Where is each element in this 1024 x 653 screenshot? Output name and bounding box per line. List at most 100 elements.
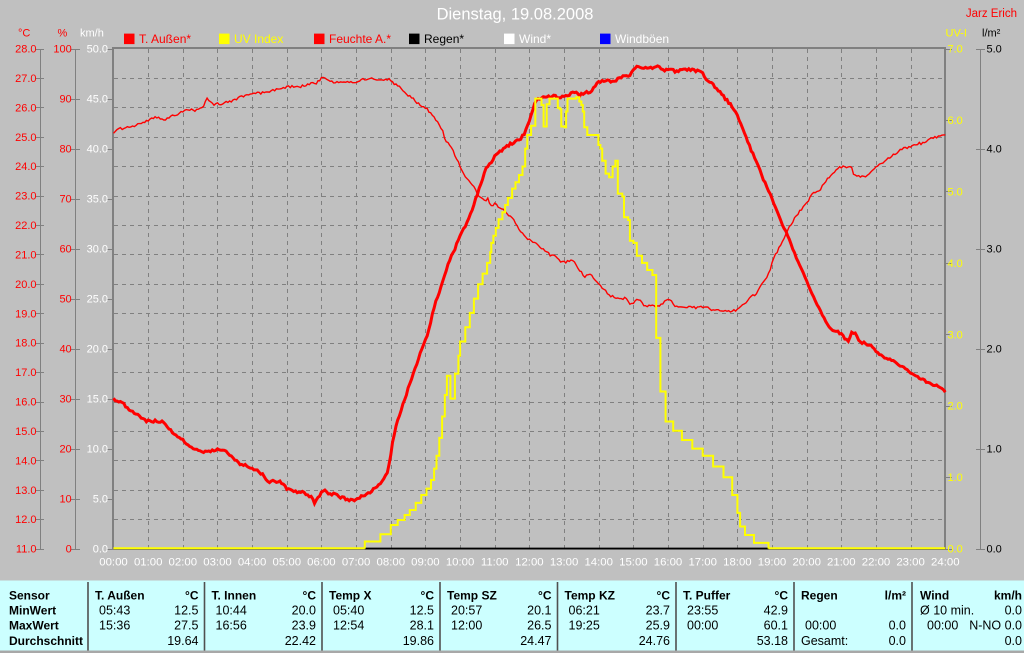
svg-text:04:00: 04:00: [238, 557, 267, 569]
svg-text:21.0: 21.0: [15, 250, 36, 262]
svg-text:03:00: 03:00: [203, 557, 232, 569]
svg-text:16:56: 16:56: [216, 619, 247, 633]
svg-text:70: 70: [59, 194, 71, 206]
svg-text:0.0: 0.0: [889, 634, 906, 648]
svg-text:12:54: 12:54: [333, 619, 364, 633]
svg-text:km/h: km/h: [80, 28, 104, 40]
svg-text:22:00: 22:00: [862, 557, 891, 569]
svg-text:UV-I: UV-I: [946, 28, 967, 40]
svg-text:10:44: 10:44: [216, 604, 247, 618]
svg-text:30: 30: [59, 394, 71, 406]
svg-text:19.86: 19.86: [403, 634, 434, 648]
svg-text:km/h: km/h: [994, 588, 1022, 602]
svg-text:°C: °C: [18, 28, 30, 40]
svg-text:10:00: 10:00: [446, 557, 475, 569]
svg-text:Wind: Wind: [920, 588, 949, 602]
svg-text:Gesamt:: Gesamt:: [801, 634, 848, 648]
svg-text:Temp SZ: Temp SZ: [447, 588, 497, 602]
svg-text:0.0: 0.0: [889, 619, 906, 633]
svg-text:3.0: 3.0: [987, 244, 1002, 256]
svg-text:l/m²: l/m²: [982, 28, 1001, 40]
svg-text:22.0: 22.0: [15, 220, 36, 232]
svg-text:°C: °C: [185, 588, 199, 602]
svg-text:12.5: 12.5: [410, 604, 434, 618]
svg-text:09:00: 09:00: [411, 557, 440, 569]
svg-text:24.0: 24.0: [15, 161, 36, 173]
svg-text:°C: °C: [657, 588, 671, 602]
svg-text:00:00: 00:00: [805, 619, 836, 633]
svg-text:20.0: 20.0: [292, 604, 316, 618]
svg-text:0.0: 0.0: [1005, 604, 1022, 618]
svg-text:00:00: 00:00: [927, 619, 958, 633]
svg-text:°C: °C: [775, 588, 789, 602]
svg-text:27.5: 27.5: [174, 619, 198, 633]
svg-text:24.47: 24.47: [520, 634, 551, 648]
svg-text:90: 90: [59, 94, 71, 106]
svg-text:50.0: 50.0: [87, 44, 108, 56]
svg-text:0.0: 0.0: [93, 544, 108, 556]
svg-text:01:00: 01:00: [134, 557, 163, 569]
svg-text:25.0: 25.0: [15, 132, 36, 144]
svg-text:25.0: 25.0: [87, 294, 108, 306]
svg-text:15.0: 15.0: [15, 426, 36, 438]
svg-text:Sensor: Sensor: [9, 588, 50, 602]
svg-text:27.0: 27.0: [15, 73, 36, 85]
svg-text:42.9: 42.9: [764, 604, 788, 618]
svg-text:0.0: 0.0: [1005, 634, 1022, 648]
svg-text:16:00: 16:00: [654, 557, 683, 569]
svg-text:14.0: 14.0: [15, 455, 36, 467]
svg-text:Windböen: Windböen: [615, 32, 669, 46]
svg-text:24:00: 24:00: [931, 557, 960, 569]
svg-text:0: 0: [66, 544, 72, 556]
svg-text:T. Puffer: T. Puffer: [683, 588, 731, 602]
svg-text:45.0: 45.0: [87, 94, 108, 106]
svg-text:20.0: 20.0: [15, 279, 36, 291]
svg-text:4.0: 4.0: [987, 144, 1002, 156]
svg-text:Temp X: Temp X: [329, 588, 371, 602]
svg-text:N-NO 0.0: N-NO 0.0: [969, 619, 1022, 633]
svg-text:1.0: 1.0: [987, 444, 1002, 456]
svg-text:UV Index: UV Index: [234, 32, 283, 46]
svg-text:0.0: 0.0: [948, 544, 963, 556]
svg-text:MinWert: MinWert: [9, 604, 56, 618]
svg-text:T. Außen: T. Außen: [95, 588, 145, 602]
svg-text:0.0: 0.0: [987, 544, 1002, 556]
svg-text:20:57: 20:57: [451, 604, 482, 618]
svg-text:%: %: [58, 28, 68, 40]
svg-text:5.0: 5.0: [93, 494, 108, 506]
svg-text:Dienstag, 19.08.2008: Dienstag, 19.08.2008: [437, 6, 594, 24]
svg-text:15:36: 15:36: [99, 619, 130, 633]
svg-text:17.0: 17.0: [15, 367, 36, 379]
svg-text:Wind*: Wind*: [519, 32, 551, 46]
svg-text:°C: °C: [421, 588, 435, 602]
svg-text:T. Innen: T. Innen: [212, 588, 257, 602]
svg-text:2.0: 2.0: [987, 344, 1002, 356]
svg-text:60.1: 60.1: [764, 619, 788, 633]
svg-text:12:00: 12:00: [515, 557, 544, 569]
svg-text:35.0: 35.0: [87, 194, 108, 206]
svg-text:18:00: 18:00: [723, 557, 752, 569]
svg-text:23.0: 23.0: [15, 191, 36, 203]
svg-text:25.9: 25.9: [646, 619, 670, 633]
svg-text:24.76: 24.76: [639, 634, 670, 648]
svg-text:20.1: 20.1: [527, 604, 551, 618]
svg-text:7.0: 7.0: [948, 44, 963, 56]
svg-text:°C: °C: [303, 588, 317, 602]
svg-text:2.0: 2.0: [948, 401, 963, 413]
svg-text:40: 40: [59, 344, 71, 356]
svg-text:26.5: 26.5: [527, 619, 551, 633]
svg-text:12.5: 12.5: [174, 604, 198, 618]
svg-text:1.0: 1.0: [948, 472, 963, 484]
svg-text:17:00: 17:00: [688, 557, 717, 569]
svg-text:l/m²: l/m²: [885, 588, 906, 602]
svg-text:13.0: 13.0: [15, 485, 36, 497]
svg-text:°C: °C: [538, 588, 552, 602]
svg-text:19.0: 19.0: [15, 308, 36, 320]
svg-text:3.0: 3.0: [948, 329, 963, 341]
svg-text:Jarz Erich: Jarz Erich: [966, 8, 1017, 20]
svg-text:00:00: 00:00: [687, 619, 718, 633]
svg-text:60: 60: [59, 244, 71, 256]
svg-text:06:00: 06:00: [307, 557, 336, 569]
svg-text:50: 50: [59, 294, 71, 306]
svg-text:40.0: 40.0: [87, 144, 108, 156]
